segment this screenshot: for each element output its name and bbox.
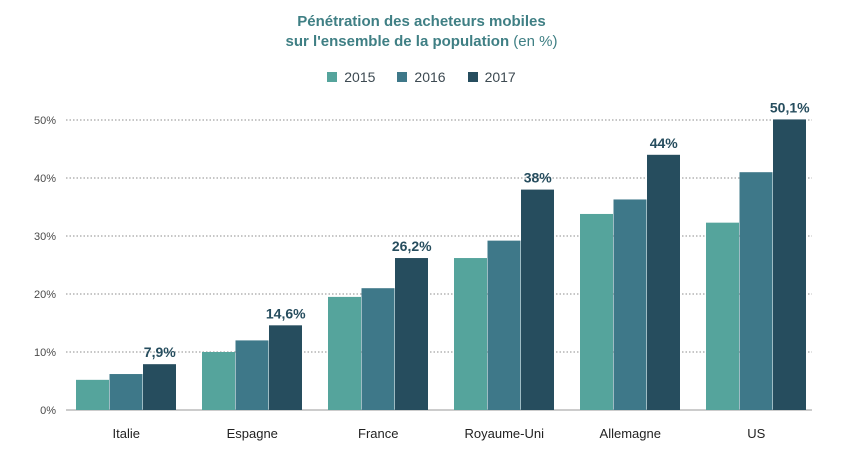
y-axis-ticks: 0% 10% 20% 30% 40% 50% (34, 115, 56, 417)
bar-italie-2017 (143, 364, 176, 410)
bars (76, 119, 806, 411)
x-axis-categories: Italie Espagne France Royaume-Uni Allemagne U… (113, 426, 766, 441)
bar-royaume-uni-2016 (487, 240, 521, 410)
y-tick-label-20: 20% (34, 289, 56, 301)
y-tick-label-10: 10% (34, 347, 56, 359)
y-tick-label-40: 40% (34, 173, 56, 185)
category-label-france: France (358, 426, 398, 441)
legend: 2015 2016 2017 (0, 69, 843, 85)
bar-allemagne-2017 (647, 154, 680, 410)
data-labels: 7,9% 14,6% 26,2% 38% 44% 50,1% (144, 99, 810, 360)
y-tick-label-50: 50% (34, 115, 56, 127)
category-label-us: US (747, 426, 765, 441)
legend-swatch-2017 (467, 72, 478, 82)
data-label-royaume-uni: 38% (524, 170, 553, 186)
category-label-allemagne: Allemagne (600, 426, 661, 441)
legend-label-2016: 2016 (414, 69, 446, 85)
data-label-us: 50,1% (770, 99, 810, 115)
bar-us-2015 (706, 222, 739, 410)
data-label-espagne: 14,6% (266, 305, 306, 321)
bar-italie-2016 (109, 374, 143, 410)
legend-item-2017: 2017 (467, 69, 516, 85)
bar-allemagne-2016 (613, 199, 647, 410)
bar-espagne-2015 (202, 352, 235, 410)
legend-swatch-2016 (397, 72, 408, 82)
data-label-france: 26,2% (392, 238, 432, 254)
legend-label-2015: 2015 (344, 69, 376, 85)
bar-us-2017 (773, 119, 806, 411)
legend-label-2017: 2017 (484, 69, 516, 85)
grid-lines (66, 119, 812, 411)
bar-royaume-uni-2017 (521, 189, 554, 410)
bar-allemagne-2015 (580, 213, 613, 410)
chart-title: Pénétration des acheteurs mobiles (297, 13, 546, 30)
category-label-royaume-uni: Royaume-Uni (465, 426, 545, 441)
chart-subtitle-unit: (en %) (513, 33, 558, 50)
chart-subtitle: sur l'ensemble de la population (en %) (0, 33, 843, 50)
bar-us-2016 (739, 172, 773, 410)
data-label-italie: 7,9% (144, 344, 176, 360)
legend-swatch-2015 (327, 72, 338, 82)
legend-item-2016: 2016 (397, 69, 446, 85)
data-label-allemagne: 44% (650, 135, 679, 151)
bar-italie-2015 (76, 379, 109, 410)
bar-france-2016 (361, 288, 395, 410)
bar-royaume-uni-2015 (454, 258, 487, 410)
category-label-espagne: Espagne (227, 426, 278, 441)
y-tick-label-30: 30% (34, 231, 56, 243)
bar-espagne-2016 (235, 340, 269, 410)
bar-france-2017 (395, 258, 428, 410)
bar-france-2015 (328, 296, 361, 410)
y-tick-label-0: 0% (40, 405, 56, 417)
chart-subtitle-bold: sur l'ensemble de la population (285, 33, 510, 50)
legend-item-2015: 2015 (327, 69, 375, 85)
category-label-italie: Italie (113, 426, 140, 441)
bar-espagne-2017 (269, 325, 302, 410)
